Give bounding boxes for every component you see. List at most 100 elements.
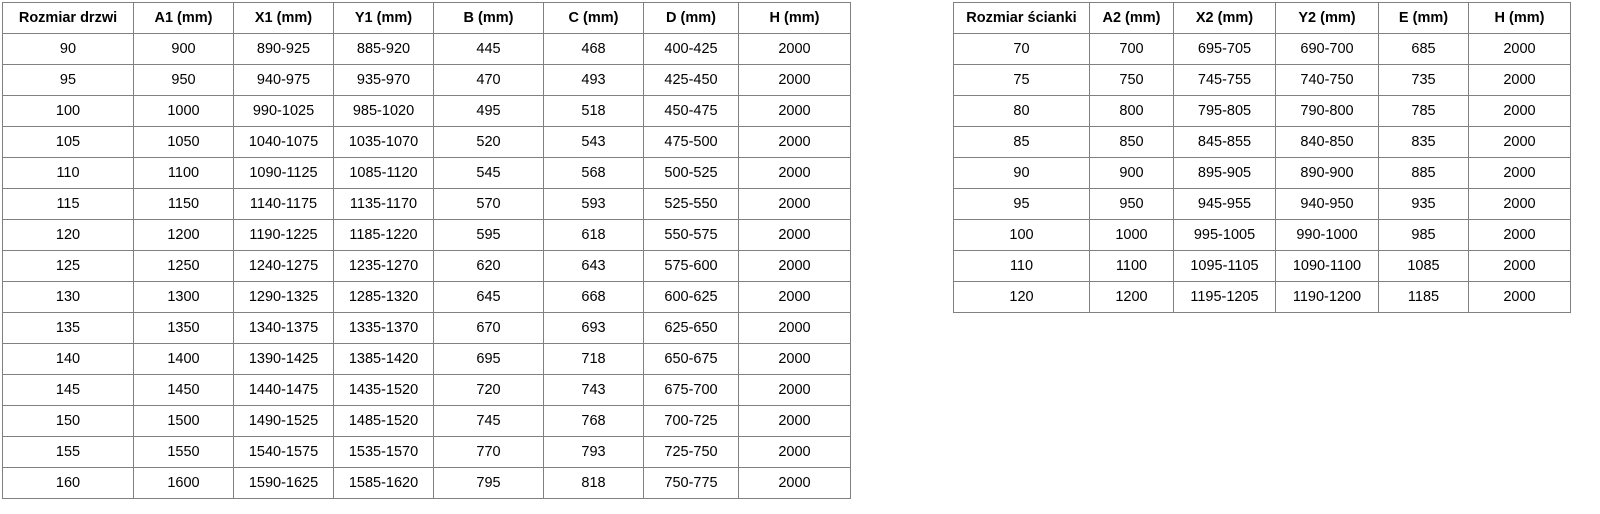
cell-e: 1185 (1378, 281, 1469, 313)
cell-a2: 700 (1089, 33, 1174, 65)
cell-h: 2000 (738, 188, 851, 220)
cell-x2: 895-905 (1173, 157, 1276, 189)
cell-y2: 990-1000 (1275, 219, 1379, 251)
cell-d: 500-525 (643, 157, 739, 189)
cell-x1: 1140-1175 (233, 188, 334, 220)
cell-y1: 885-920 (333, 33, 434, 65)
cell-h: 2000 (738, 219, 851, 251)
cell-rozmiar-scianki: 95 (953, 188, 1090, 220)
cell-h: 2000 (738, 95, 851, 127)
cell-y2: 1090-1100 (1275, 250, 1379, 282)
cell-h: 2000 (738, 467, 851, 499)
cell-e: 835 (1378, 126, 1469, 158)
cell-rozmiar-drzwi: 105 (2, 126, 134, 158)
cell-y1: 1335-1370 (333, 312, 434, 344)
cell-c: 743 (543, 374, 644, 406)
cell-e: 685 (1378, 33, 1469, 65)
cell-rozmiar-drzwi: 100 (2, 95, 134, 127)
cell-x1: 1590-1625 (233, 467, 334, 499)
cell-a2: 1200 (1089, 281, 1174, 313)
cell-b: 720 (433, 374, 544, 406)
cell-a2: 800 (1089, 95, 1174, 127)
cell-h: 2000 (738, 64, 851, 96)
table-row: 160 1600 1590-1625 1585-1620 795 818 750… (2, 467, 851, 499)
wall-table-header: Rozmiar ścianki A2 (mm) X2 (mm) Y2 (mm) … (953, 2, 1571, 34)
cell-x1: 1390-1425 (233, 343, 334, 375)
column-header-c: C (mm) (543, 2, 644, 34)
cell-h: 2000 (1468, 188, 1571, 220)
table-header-row: Rozmiar drzwi A1 (mm) X1 (mm) Y1 (mm) B … (2, 2, 851, 34)
cell-y1: 1235-1270 (333, 250, 434, 282)
cell-c: 693 (543, 312, 644, 344)
cell-a1: 1500 (133, 405, 234, 437)
cell-x2: 695-705 (1173, 33, 1276, 65)
cell-rozmiar-drzwi: 160 (2, 467, 134, 499)
cell-d: 475-500 (643, 126, 739, 158)
cell-rozmiar-scianki: 85 (953, 126, 1090, 158)
table-row: 90 900 895-905 890-900 885 2000 (953, 157, 1571, 189)
cell-rozmiar-scianki: 120 (953, 281, 1090, 313)
cell-h: 2000 (738, 126, 851, 158)
cell-rozmiar-drzwi: 115 (2, 188, 134, 220)
table-row: 100 1000 990-1025 985-1020 495 518 450-4… (2, 95, 851, 127)
cell-rozmiar-drzwi: 150 (2, 405, 134, 437)
table-row: 95 950 945-955 940-950 935 2000 (953, 188, 1571, 220)
cell-d: 625-650 (643, 312, 739, 344)
cell-y2: 840-850 (1275, 126, 1379, 158)
table-row: 150 1500 1490-1525 1485-1520 745 768 700… (2, 405, 851, 437)
column-header-y2: Y2 (mm) (1275, 2, 1379, 34)
cell-b: 645 (433, 281, 544, 313)
cell-rozmiar-scianki: 80 (953, 95, 1090, 127)
cell-x1: 1290-1325 (233, 281, 334, 313)
cell-b: 795 (433, 467, 544, 499)
cell-b: 520 (433, 126, 544, 158)
cell-y1: 1035-1070 (333, 126, 434, 158)
cell-d: 725-750 (643, 436, 739, 468)
column-header-h: H (mm) (738, 2, 851, 34)
cell-x1: 990-1025 (233, 95, 334, 127)
cell-a1: 950 (133, 64, 234, 96)
cell-b: 620 (433, 250, 544, 282)
table-row: 105 1050 1040-1075 1035-1070 520 543 475… (2, 126, 851, 158)
cell-rozmiar-scianki: 100 (953, 219, 1090, 251)
cell-x1: 1190-1225 (233, 219, 334, 251)
wall-table-body: 70 700 695-705 690-700 685 2000 75 750 7… (953, 33, 1571, 313)
cell-b: 570 (433, 188, 544, 220)
cell-c: 768 (543, 405, 644, 437)
cell-c: 543 (543, 126, 644, 158)
cell-rozmiar-drzwi: 90 (2, 33, 134, 65)
cell-a1: 1050 (133, 126, 234, 158)
cell-h: 2000 (738, 436, 851, 468)
door-dimensions-table: Rozmiar drzwi A1 (mm) X1 (mm) Y1 (mm) B … (2, 2, 851, 499)
table-row: 155 1550 1540-1575 1535-1570 770 793 725… (2, 436, 851, 468)
cell-x2: 845-855 (1173, 126, 1276, 158)
cell-h: 2000 (738, 33, 851, 65)
cell-d: 400-425 (643, 33, 739, 65)
cell-c: 468 (543, 33, 644, 65)
column-header-e: E (mm) (1378, 2, 1469, 34)
cell-rozmiar-drzwi: 145 (2, 374, 134, 406)
cell-e: 1085 (1378, 250, 1469, 282)
cell-y1: 1535-1570 (333, 436, 434, 468)
cell-a1: 1100 (133, 157, 234, 189)
cell-h: 2000 (738, 374, 851, 406)
cell-e: 885 (1378, 157, 1469, 189)
cell-x2: 795-805 (1173, 95, 1276, 127)
cell-c: 493 (543, 64, 644, 96)
table-row: 95 950 940-975 935-970 470 493 425-450 2… (2, 64, 851, 96)
cell-c: 518 (543, 95, 644, 127)
table-row: 120 1200 1190-1225 1185-1220 595 618 550… (2, 219, 851, 251)
table-row: 125 1250 1240-1275 1235-1270 620 643 575… (2, 250, 851, 282)
cell-c: 668 (543, 281, 644, 313)
cell-d: 650-675 (643, 343, 739, 375)
cell-y1: 1085-1120 (333, 157, 434, 189)
cell-rozmiar-drzwi: 140 (2, 343, 134, 375)
cell-c: 793 (543, 436, 644, 468)
cell-d: 550-575 (643, 219, 739, 251)
cell-d: 425-450 (643, 64, 739, 96)
cell-h: 2000 (1468, 126, 1571, 158)
cell-h: 2000 (738, 343, 851, 375)
cell-x1: 1540-1575 (233, 436, 334, 468)
cell-e: 735 (1378, 64, 1469, 96)
column-header-a1: A1 (mm) (133, 2, 234, 34)
